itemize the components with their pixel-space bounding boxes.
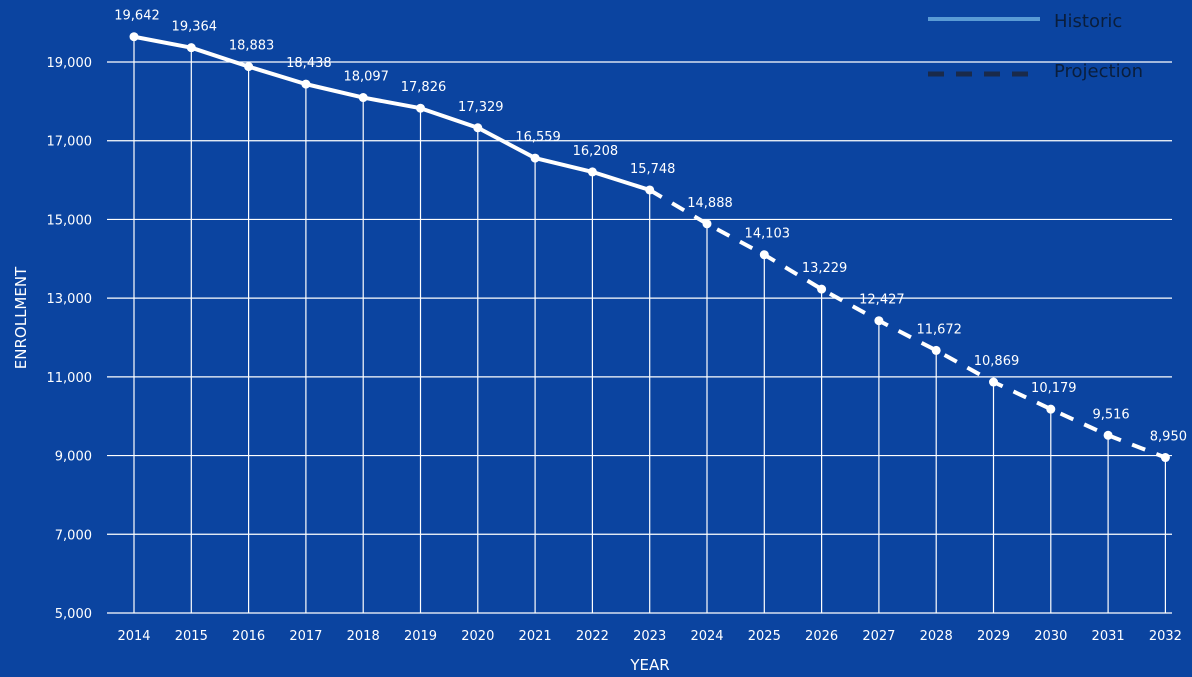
x-tick-label: 2023	[633, 629, 666, 644]
x-axis-title: YEAR	[629, 656, 669, 674]
x-tick-label: 2029	[977, 629, 1010, 644]
data-label: 8,950	[1150, 430, 1187, 445]
data-point	[645, 185, 655, 195]
data-point	[1046, 404, 1056, 414]
data-point	[186, 43, 196, 53]
data-point	[702, 219, 712, 229]
data-point	[587, 167, 597, 177]
data-label: 12,427	[859, 293, 905, 308]
y-tick-label: 17,000	[47, 135, 93, 150]
data-point	[416, 103, 425, 113]
x-tick-label: 2018	[347, 629, 380, 644]
data-label: 10,869	[974, 354, 1020, 369]
data-points	[129, 32, 1170, 463]
y-tick-label: 13,000	[47, 292, 93, 307]
data-label: 19,364	[172, 20, 218, 35]
data-point	[817, 284, 827, 294]
x-tick-label: 2030	[1034, 629, 1067, 644]
data-label: 9,516	[1092, 407, 1129, 422]
data-label: 18,438	[286, 56, 332, 71]
historic-series-line	[133, 34, 651, 192]
x-tick-label: 2014	[117, 629, 150, 644]
data-point	[473, 123, 483, 133]
data-point	[989, 377, 998, 387]
data-label: 10,179	[1031, 381, 1077, 396]
x-tick-label: 2022	[576, 629, 609, 644]
x-tick-label: 2019	[404, 629, 437, 644]
data-label: 19,642	[114, 9, 160, 24]
y-tick-label: 19,000	[47, 56, 93, 71]
x-tick-label: 2026	[805, 629, 838, 644]
x-tick-label: 2021	[519, 629, 552, 644]
x-tick-label: 2016	[232, 629, 265, 644]
y-axis-ticks: 5,000 7,000 9,000 11,000 13,000 15,000 17,000 1…	[47, 56, 93, 622]
x-tick-label: 2024	[690, 629, 723, 644]
y-tick-label: 5,000	[55, 607, 92, 622]
x-tick-label: 2015	[175, 629, 208, 644]
data-label: 11,672	[916, 322, 962, 337]
data-label: 14,103	[745, 227, 791, 242]
data-label: 15,748	[630, 162, 676, 177]
data-label: 17,329	[458, 100, 504, 115]
x-tick-label: 2020	[461, 629, 494, 644]
data-point	[530, 153, 540, 163]
data-point	[1103, 430, 1113, 440]
y-axis-title: ENROLLMENT	[12, 266, 30, 369]
data-point	[931, 345, 941, 355]
data-point	[874, 316, 884, 326]
data-label: 17,826	[401, 80, 447, 95]
x-tick-label: 2025	[748, 629, 781, 644]
data-label: 14,888	[687, 196, 733, 211]
x-tick-label: 2028	[920, 629, 953, 644]
data-point	[301, 79, 311, 89]
legend-historic-label: Historic	[1054, 11, 1122, 32]
data-labels: 19,642 19,364 18,883 18,438 18,097 17,826 17,3…	[114, 9, 1187, 445]
y-tick-label: 15,000	[47, 213, 93, 228]
data-point	[129, 32, 139, 42]
data-point	[358, 93, 368, 103]
x-tick-label: 2032	[1149, 629, 1182, 644]
y-tick-label: 7,000	[55, 528, 92, 543]
projection-series-line	[648, 188, 1167, 460]
y-tick-label: 11,000	[47, 371, 93, 386]
x-tick-label: 2027	[862, 629, 895, 644]
data-label: 16,559	[515, 130, 561, 145]
data-point	[759, 250, 769, 260]
data-label: 18,097	[343, 70, 389, 85]
data-point	[1160, 453, 1170, 463]
x-tick-label: 2031	[1092, 629, 1125, 644]
x-axis-ticks: 2014 2015 2016 2017 2018 2019 2020 2021 2022 2023…	[117, 629, 1181, 644]
x-tick-label: 2017	[289, 629, 322, 644]
data-label: 18,883	[229, 39, 275, 54]
data-label: 13,229	[802, 261, 848, 276]
series-lines	[133, 34, 1167, 460]
legend-projection-label: Projection	[1054, 61, 1143, 82]
data-label: 16,208	[573, 144, 619, 159]
gridlines	[107, 36, 1172, 614]
y-tick-label: 9,000	[55, 450, 92, 465]
legend: Historic Projection	[928, 11, 1143, 82]
data-point	[244, 62, 254, 72]
